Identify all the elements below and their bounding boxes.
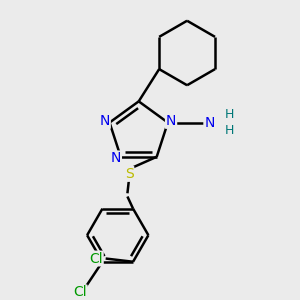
Text: N: N [205,116,215,130]
Text: S: S [125,167,134,181]
Text: N: N [100,114,110,128]
Text: Cl: Cl [73,285,87,299]
Text: N: N [166,114,176,128]
Text: N: N [111,152,121,165]
Text: Cl: Cl [89,251,103,266]
Text: H: H [224,108,234,121]
Text: H: H [224,124,234,137]
